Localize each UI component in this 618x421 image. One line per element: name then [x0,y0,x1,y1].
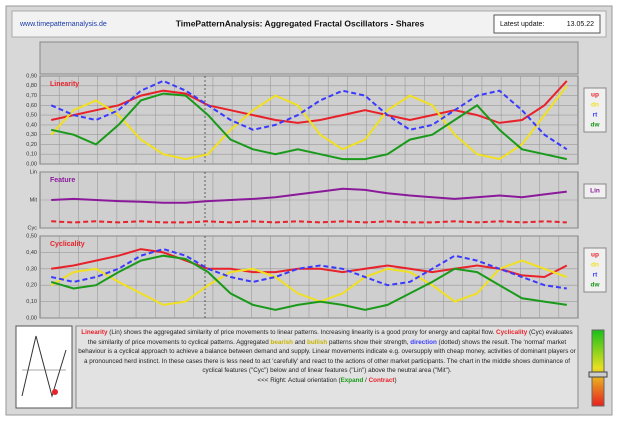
text-box [75,325,579,409]
legend-entry: rt [593,112,599,119]
title: TimePatternAnalysis: Aggregated Fractal … [176,18,425,28]
y-tick-label: 0,00 [26,161,37,167]
series-line [51,220,567,224]
y-tick-label: Cyc [28,225,38,231]
legend [583,87,607,133]
y-tick-label: 0,60 [26,103,37,109]
legend-entry: up [591,92,599,99]
y-tick-label: 0,50 [26,233,37,239]
text-segment: Linearity [81,329,108,336]
legend-entry: dw [590,122,600,129]
y-tick-label: Lin [30,169,37,175]
site: www.timepatternanalysis.de [19,21,107,28]
legend-entry: Lin [590,188,600,195]
series-line [50,79,568,151]
text-segment: Contract [368,376,395,384]
series-line [51,248,568,279]
y-tick-label: 0,10 [26,152,37,158]
chart-title: Feature [50,177,75,184]
update-box [493,14,601,34]
y-tick-label: 0,30 [26,266,37,272]
description: Linearity (Lin) shows the aggregated sim… [78,328,576,406]
text-segment: patterns show their strength, [327,338,411,346]
orientation-note: <<< Right: Actual orientation (Expand / … [78,376,576,386]
y-tick-label: 0,40 [26,122,37,128]
gauge-marker [588,371,608,378]
legend [583,183,607,199]
text-segment: and [292,338,307,346]
series-line [51,187,567,204]
y-tick-label: 0,10 [26,299,37,305]
text-segment: (dotted) shows the result. The 'normal' … [78,338,576,375]
y-tick-label: 0,70 [26,93,37,99]
legend-entry: dn [591,262,599,269]
text-segment: ) [394,376,397,384]
legend [583,247,607,293]
text-segment: (Lin) shows the aggregated similarity of… [107,329,497,336]
y-tick-label: 0,80 [26,83,37,89]
legend-entry: rt [593,272,599,279]
y-tick-label: 0,20 [26,283,37,289]
orientation-zigzag [21,335,67,398]
series-line [50,92,568,161]
series-line [50,85,568,161]
series-line [50,254,567,311]
y-tick-label: 0,40 [26,250,37,256]
legend-entry: dn [591,102,599,109]
text-segment: <<< Right: Actual orientation ( [257,376,341,384]
update-value: 13.05.22 [567,21,594,28]
legend-entry: up [591,252,599,259]
y-tick-label: 0,90 [26,73,37,79]
y-tick-label: 0,20 [26,142,37,148]
series-line [50,259,568,306]
y-tick-label: 0,00 [26,315,37,321]
text-segment: bearish [270,338,293,346]
gauge [591,329,605,407]
series-line [50,248,567,290]
update-label: Latest update: [500,21,544,28]
chart-title: Linearity [50,81,79,88]
text-segment: (Cyc) evaluates the similarity of price … [87,329,573,346]
orientation-dot [52,389,58,395]
text-segment: bullish [306,338,328,346]
text-segment: / [363,376,369,384]
chart-title: Cyclicality [50,241,85,248]
text-segment: direction [410,338,437,346]
text-segment: Cyclicality [496,329,528,336]
y-tick-label: 0,30 [26,132,37,138]
y-tick-label: Mit [30,197,38,203]
legend-entry: dw [590,282,600,289]
text-segment: Expand [340,376,364,384]
y-tick-label: 0,50 [26,113,37,119]
date-strip [39,41,579,75]
